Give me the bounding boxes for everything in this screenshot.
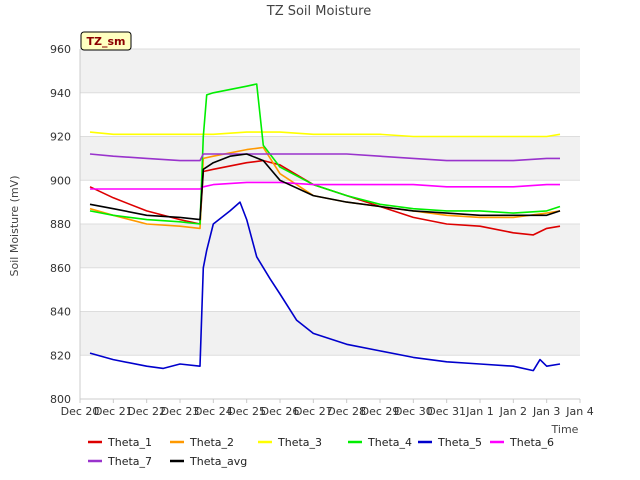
x-axis-label: Time [551,423,579,436]
background-band [80,311,580,356]
x-tick-label: Dec 20 [61,405,100,418]
y-tick-label: 820 [50,349,71,362]
badge-label: TZ_sm [87,35,126,48]
x-tick-label: Dec 28 [327,405,366,418]
background-band [80,92,580,137]
y-tick-label: 800 [50,393,71,406]
chart-title: TZ Soil Moisture [266,4,372,19]
x-tick-label: Dec 24 [194,405,233,418]
series-line-theta-6 [90,181,560,190]
axes [79,49,580,400]
y-tick-label: 920 [50,131,71,144]
series-line-theta-5 [89,201,561,372]
legend-label: Theta_7 [107,455,152,468]
legend-label: Theta_avg [189,455,247,468]
series-lines [89,83,561,372]
series-line-theta-4 [89,83,561,225]
series-line-theta-avg [89,153,561,221]
legend: Theta_1 Theta_2 Theta_3 Theta_4 Theta_5 Theta… [88,436,554,468]
series-line-theta-2 [89,146,561,230]
x-tick-label: Dec 26 [261,405,300,418]
legend-label: Theta_6 [509,436,554,449]
legend-label: Theta_2 [189,436,234,449]
background-band [80,136,580,181]
legend-label: Theta_5 [437,436,482,449]
series-line-theta-3 [89,131,561,138]
tz-sm-badge: TZ_sm [80,31,132,51]
x-tick-label: Dec 30 [394,405,433,418]
background-band [80,267,580,312]
legend-label: Theta_1 [107,436,152,449]
y-tick-labels: 800 820 840 860 880 900 920 940 960 [50,43,71,406]
y-tick-label: 900 [50,174,71,187]
x-tick-label: Jan 2 [499,405,527,418]
x-tick-label: Jan 1 [465,405,493,418]
x-tick-label: Dec 31 [427,405,466,418]
y-tick-label: 940 [50,87,71,100]
series-line-theta-7 [89,153,560,162]
legend-label: Theta_4 [367,436,412,449]
plot-background-bands [80,49,580,399]
x-tick-label: Jan 4 [565,405,593,418]
y-tick-label: 860 [50,262,71,275]
series-line-theta-1 [89,159,561,236]
x-tick-label: Dec 23 [161,405,200,418]
y-axis-label: Soil Moisture (mV) [8,176,21,277]
y-tick-label: 840 [50,306,71,319]
y-tick-label: 880 [50,218,71,231]
background-band [80,355,580,399]
x-tick-label: Dec 27 [294,405,333,418]
x-tick-label: Dec 25 [227,405,266,418]
x-tick-label: Dec 22 [127,405,166,418]
x-tick-label: Dec 21 [94,405,133,418]
background-band [80,49,580,93]
y-tick-label: 960 [50,43,71,56]
x-tick-label: Dec 29 [361,405,400,418]
background-band [80,224,580,268]
x-tick-label: Jan 3 [532,405,560,418]
legend-label: Theta_3 [277,436,322,449]
